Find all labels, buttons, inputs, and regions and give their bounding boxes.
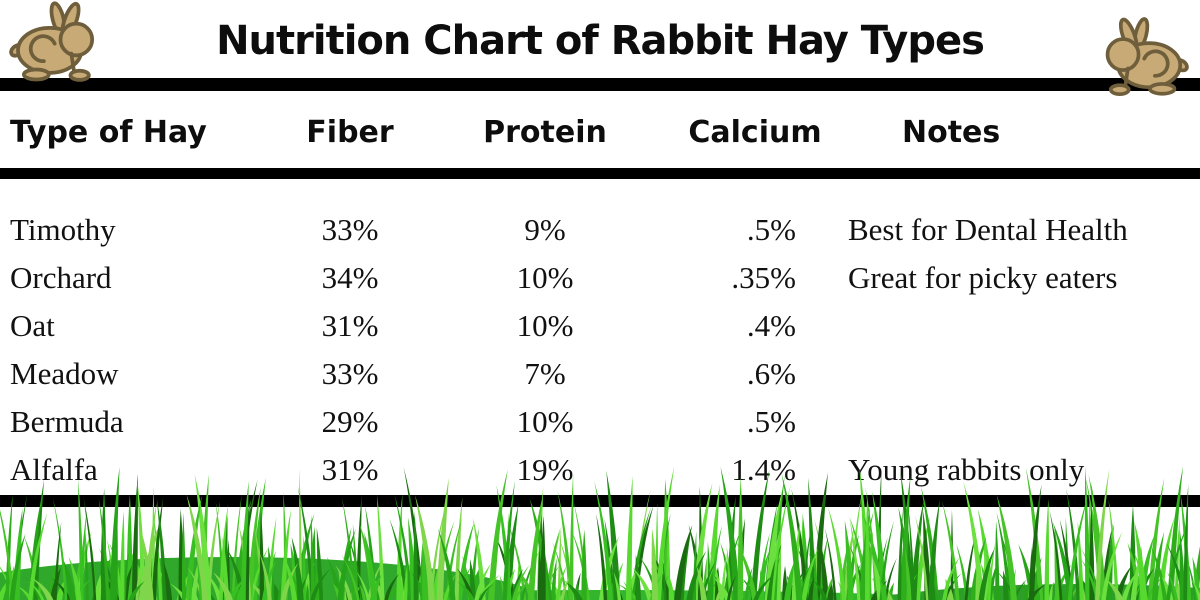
table-row: Oat 31% 10% .4% xyxy=(0,302,1200,350)
cell-protein: 10% xyxy=(516,404,574,439)
cell-calcium: .4% xyxy=(746,308,796,343)
rabbit-icon xyxy=(1105,17,1189,96)
page-title: Nutrition Chart of Rabbit Hay Types xyxy=(216,18,985,64)
table-row: Orchard 34% 10% .35% Great for picky eat… xyxy=(0,254,1200,302)
cell-hay-type: Bermuda xyxy=(10,404,124,439)
cell-protein: 7% xyxy=(524,356,566,391)
cell-protein: 10% xyxy=(516,260,574,295)
cell-protein: 19% xyxy=(516,452,574,487)
cell-hay-type: Timothy xyxy=(10,212,116,247)
column-header-protein: Protein xyxy=(483,114,607,150)
grass-illustration xyxy=(0,466,1200,600)
cell-fiber: 33% xyxy=(321,356,379,391)
table-header-row: Type of Hay Fiber Protein Calcium Notes xyxy=(0,102,1200,162)
table-row: Alfalfa 31% 19% 1.4% Young rabbits only xyxy=(0,446,1200,494)
header-divider-bar xyxy=(0,168,1200,179)
rabbit-icon xyxy=(9,1,95,82)
cell-calcium: .35% xyxy=(731,260,796,295)
cell-fiber: 31% xyxy=(321,452,379,487)
cell-calcium: .5% xyxy=(746,212,796,247)
cell-fiber: 31% xyxy=(321,308,379,343)
cell-protein: 9% xyxy=(524,212,566,247)
cell-protein: 10% xyxy=(516,308,574,343)
cell-hay-type: Meadow xyxy=(10,356,119,391)
column-header-calcium: Calcium xyxy=(688,114,822,150)
table-row: Bermuda 29% 10% .5% xyxy=(0,398,1200,446)
cell-hay-type: Oat xyxy=(10,308,55,343)
table-row: Meadow 33% 7% .6% xyxy=(0,350,1200,398)
table-body: Timothy 33% 9% .5% Best for Dental Healt… xyxy=(0,206,1200,494)
table-row: Timothy 33% 9% .5% Best for Dental Healt… xyxy=(0,206,1200,254)
cell-notes: Great for picky eaters xyxy=(848,260,1118,295)
column-header-type: Type of Hay xyxy=(10,114,207,150)
cell-notes: Young rabbits only xyxy=(848,452,1085,487)
cell-calcium: 1.4% xyxy=(731,452,796,487)
column-header-notes: Notes xyxy=(902,114,1001,150)
cell-calcium: .5% xyxy=(746,404,796,439)
column-header-fiber: Fiber xyxy=(306,114,394,150)
cell-notes: Best for Dental Health xyxy=(848,212,1128,247)
cell-calcium: .6% xyxy=(746,356,796,391)
cell-fiber: 29% xyxy=(321,404,379,439)
cell-fiber: 33% xyxy=(321,212,379,247)
cell-hay-type: Orchard xyxy=(10,260,112,295)
title-divider-bar xyxy=(0,78,1200,91)
cell-fiber: 34% xyxy=(321,260,379,295)
cell-hay-type: Alfalfa xyxy=(10,452,98,487)
